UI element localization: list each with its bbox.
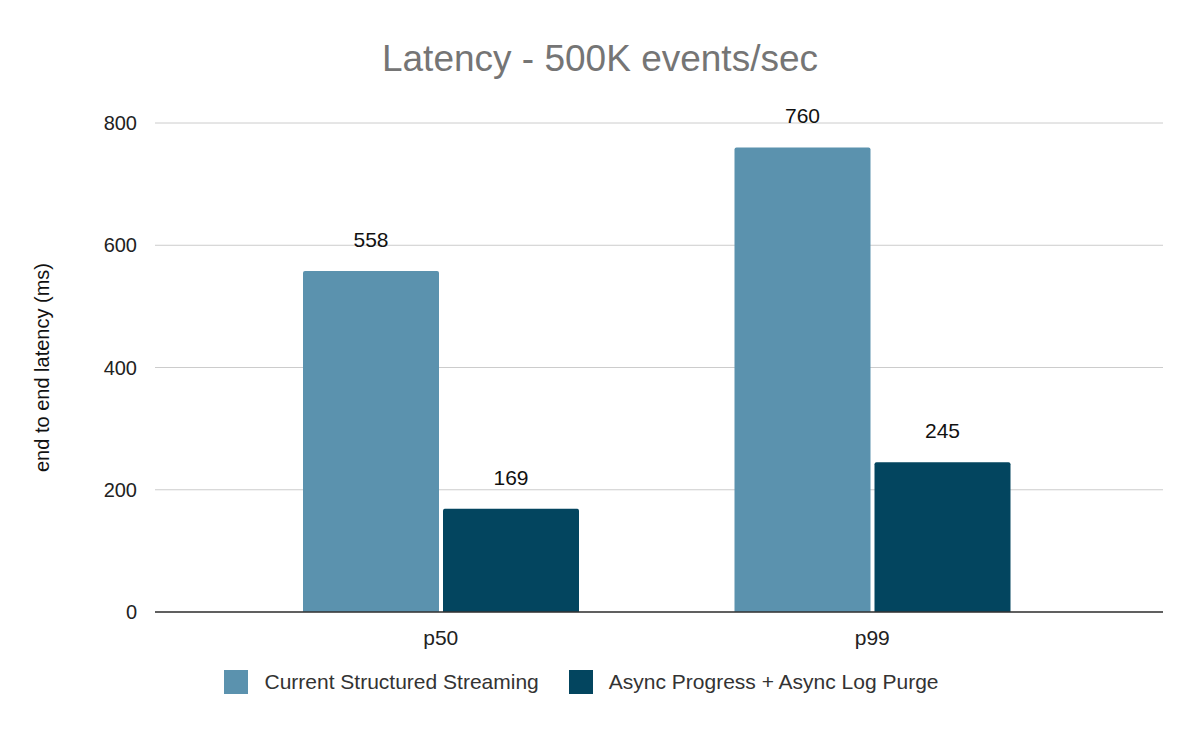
svg-text:800: 800 bbox=[104, 112, 137, 134]
svg-text:600: 600 bbox=[104, 234, 137, 256]
svg-text:200: 200 bbox=[104, 479, 137, 501]
html-text:Async Progress + Async Log Pur: Async Progress + Async Log Purge bbox=[608, 670, 939, 693]
svg-text:760: 760 bbox=[785, 104, 820, 127]
svg-text:end to end latency (ms): end to end latency (ms) bbox=[31, 263, 53, 472]
svg-text:400: 400 bbox=[104, 357, 137, 379]
svg-text:245: 245 bbox=[925, 419, 960, 442]
svg-text:558: 558 bbox=[353, 228, 388, 251]
html-text:Latency - 500K events/sec: Latency - 500K events/sec bbox=[382, 38, 818, 79]
svg-text:p99: p99 bbox=[855, 626, 890, 649]
svg-text:p50: p50 bbox=[423, 626, 458, 649]
svg-text:0: 0 bbox=[126, 601, 137, 623]
html-text:Current Structured Streaming: Current Structured Streaming bbox=[264, 670, 539, 693]
svg-text:169: 169 bbox=[493, 466, 528, 489]
